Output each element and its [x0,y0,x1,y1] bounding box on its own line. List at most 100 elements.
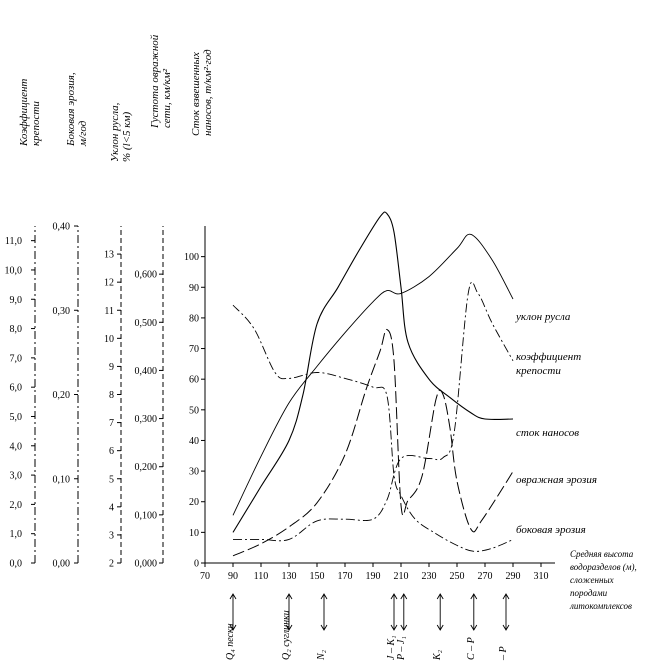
strength-tick-label: 5,0 [10,412,23,423]
series-label-sediment: сток наносов [516,427,580,439]
sediment-axis-title: Сток взвешенных наносов, т/км²·год [190,49,214,136]
lateral-tick-label: 0,40 [53,222,71,233]
slope-tick-label: 3 [109,530,114,541]
series-line-lateral [232,281,514,542]
stratum-label: N₂ [316,649,327,660]
strength-tick-label: 3,0 [10,471,23,482]
sediment-tick-label: 20 [189,497,199,508]
x-tick-label: 190 [366,571,381,582]
stratum-arrow-up [320,593,328,600]
slope-tick-label: 8 [109,390,114,401]
sediment-tick-label: 80 [189,313,199,324]
lateral-tick-label: 0,00 [53,559,71,570]
slope-tick-label: 2 [109,559,114,570]
stratum-arrow-down [470,624,478,631]
slope-axis-title: Уклон русла,% (l<5 км) [109,102,133,162]
series-label-slope: уклон русла [516,311,571,323]
stratum-arrow-down [285,624,293,631]
density-tick-label: 0,300 [135,414,158,425]
x-tick-label: 170 [338,571,353,582]
x-tick-label: 130 [282,571,297,582]
density-tick-label: 0,100 [135,510,158,521]
density-tick-label: 0,400 [135,366,158,377]
strength-tick-label: 11,0 [5,236,22,247]
lateral-axis-title: Боковая эрозия, м/год [65,72,89,146]
strength-tick-label: 6,0 [10,383,23,394]
slope-tick-label: 9 [109,362,114,373]
x-tick-label: 230 [422,571,437,582]
slope-tick-label: 6 [109,446,114,457]
x-tick-label: 290 [506,571,521,582]
x-tick-label: 150 [310,571,325,582]
strength-tick-label: 1,0 [10,529,23,540]
slope-tick-label: 13 [104,250,114,261]
strength-tick-label: 8,0 [10,324,23,335]
stratum-arrow-up [390,593,398,600]
stratum-arrow-down [502,624,510,631]
stratum-label: – P [498,646,509,660]
sediment-tick-label: 50 [189,405,199,416]
sediment-tick-label: 40 [189,436,199,447]
slope-tick-label: 12 [104,278,114,289]
stratum-arrow-up [400,593,408,600]
stratum-arrow-up [229,593,237,600]
lateral-tick-label: 0,10 [53,474,71,485]
x-tick-label: 110 [254,571,269,582]
x-axis-title: Средняя высота водоразделов (м), сложенных… [570,549,637,611]
density-tick-label: 0,000 [135,559,158,570]
x-tick-label: 70 [200,571,210,582]
series-label-strength: коэффициент крепости [516,351,582,377]
series-line-slope [232,233,514,516]
stratum-arrow-up [502,593,510,600]
x-tick-label: 90 [228,571,238,582]
stratum-arrow-down [400,624,408,631]
stratum-label: P – J₁ [395,636,407,660]
stratum-arrow-up [436,593,444,600]
density-tick-label: 0,600 [135,270,158,281]
strength-tick-label: 7,0 [10,353,23,364]
lateral-tick-label: 0,20 [53,390,71,401]
stratum-arrow-down [320,624,328,631]
strength-tick-label: 9,0 [10,295,23,306]
sediment-tick-label: 30 [189,467,199,478]
sediment-tick-label: 90 [189,283,199,294]
x-tick-label: 250 [450,571,465,582]
stratum-arrow-down [229,624,237,631]
slope-tick-label: 4 [109,502,114,513]
density-axis-title: Густота овражной сети, км/км² [149,34,173,128]
series-label-gully: овражная эрозия [516,474,597,486]
slope-tick-label: 10 [104,334,114,345]
stratum-arrow-up [285,593,293,600]
sediment-tick-label: 0 [194,559,199,570]
density-tick-label: 0,500 [135,318,158,329]
x-tick-label: 270 [478,571,493,582]
strength-tick-label: 4,0 [10,441,23,452]
strength-tick-label: 0,0 [10,559,23,570]
stratum-arrow-down [390,624,398,631]
stratum-label: K₂ [432,649,444,660]
slope-tick-label: 11 [104,306,114,317]
slope-tick-label: 7 [109,418,114,429]
series-line-strength [232,304,514,552]
x-tick-label: 210 [394,571,409,582]
sediment-tick-label: 70 [189,344,199,355]
stratum-label: Q₂ суглинки [281,610,292,660]
stratum-arrow-up [470,593,478,600]
strength-tick-label: 10,0 [5,265,23,276]
stratum-label: Q₄ пески [225,623,236,660]
sediment-tick-label: 100 [184,252,199,263]
series-line-sediment [232,211,514,533]
strength-tick-label: 2,0 [10,500,23,511]
slope-tick-label: 5 [109,474,114,485]
series-label-lateral: боковая эрозия [516,524,586,536]
density-tick-label: 0,200 [135,462,158,473]
sediment-tick-label: 10 [189,528,199,539]
strength-axis-title: Коэффициент крепости [18,78,42,146]
stratum-arrow-down [436,624,444,631]
x-tick-label: 310 [534,571,549,582]
series-line-gully [232,328,514,557]
sediment-tick-label: 60 [189,375,199,386]
lateral-tick-label: 0,30 [53,306,71,317]
